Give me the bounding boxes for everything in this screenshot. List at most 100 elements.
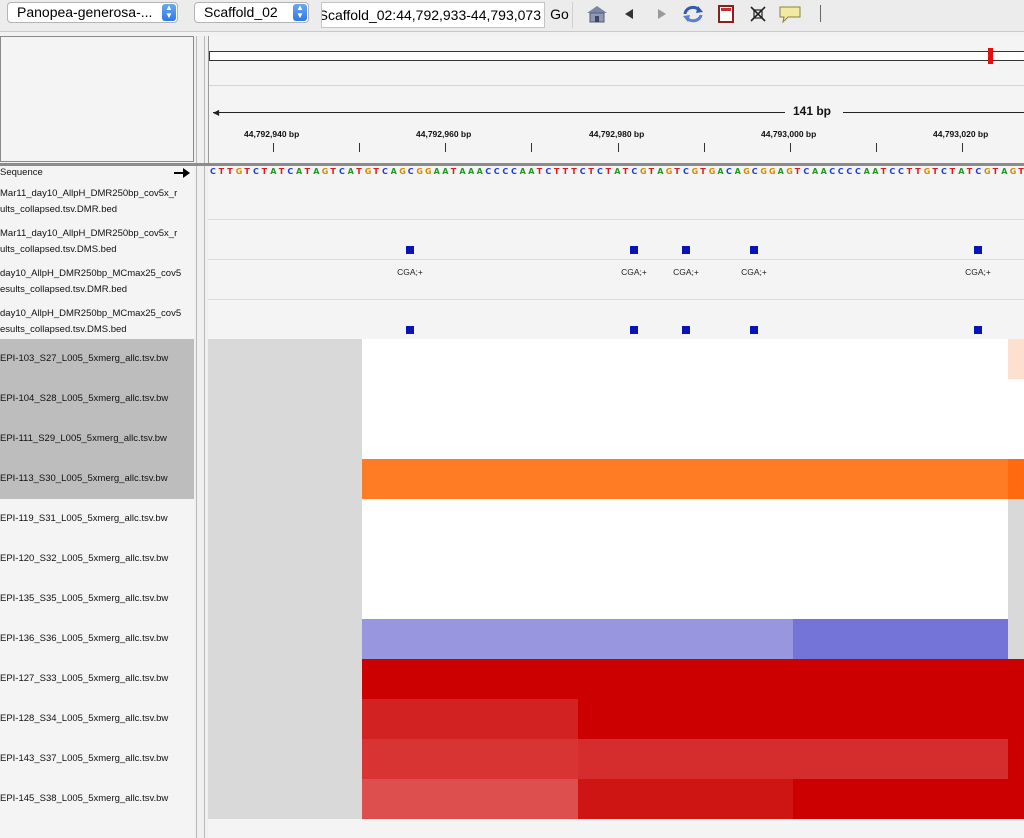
- feature-track-label[interactable]: day10_AllpH_DMR250bp_MCmax25_cov5 esults_…: [0, 266, 194, 298]
- heatmap-cell[interactable]: [578, 779, 793, 819]
- sequence-base: A: [468, 167, 475, 176]
- heatmap-cell[interactable]: [1008, 459, 1024, 499]
- current-region-marker[interactable]: [988, 48, 993, 64]
- heatmap-cell[interactable]: [1008, 619, 1024, 659]
- heatmap-cell[interactable]: [578, 619, 793, 659]
- heatmap-cell[interactable]: [578, 379, 793, 419]
- heatmap-cell[interactable]: [1008, 739, 1024, 779]
- heatmap-cell[interactable]: [793, 539, 1008, 579]
- heatmap-cell[interactable]: [793, 459, 1008, 499]
- dms-feature[interactable]: [750, 246, 758, 254]
- heatmap-cell[interactable]: [362, 379, 578, 419]
- heatmap-cell[interactable]: [1008, 659, 1024, 699]
- bigwig-track-label[interactable]: EPI-120_S32_L005_5xmerg_allc.tsv.bw: [0, 553, 169, 564]
- ruler-tick: [445, 143, 446, 152]
- heatmap-cell[interactable]: [1008, 419, 1024, 459]
- dms-feature[interactable]: [630, 326, 638, 334]
- heatmap-cell[interactable]: [578, 579, 793, 619]
- go-button[interactable]: Go: [547, 2, 573, 28]
- heatmap-cell[interactable]: [578, 739, 793, 779]
- home-icon[interactable]: [585, 4, 609, 24]
- sequence-base: T: [356, 167, 362, 176]
- heatmap-cell[interactable]: [362, 739, 578, 779]
- heatmap-cell[interactable]: [793, 699, 1008, 739]
- heatmap-cell[interactable]: [1008, 379, 1024, 419]
- panel-divider[interactable]: [204, 36, 205, 838]
- heatmap-cell[interactable]: [362, 499, 578, 539]
- select-region-icon[interactable]: [748, 4, 768, 24]
- bigwig-track-label[interactable]: EPI-136_S36_L005_5xmerg_allc.tsv.bw: [0, 633, 169, 644]
- bigwig-track-label[interactable]: EPI-119_S31_L005_5xmerg_allc.tsv.bw: [0, 513, 168, 524]
- heatmap-cell[interactable]: [362, 779, 578, 819]
- heatmap-cell[interactable]: [362, 419, 578, 459]
- bigwig-track-label[interactable]: EPI-103_S27_L005_5xmerg_allc.tsv.bw: [0, 339, 194, 379]
- heatmap-cell[interactable]: [578, 499, 793, 539]
- heatmap-cell[interactable]: [1008, 339, 1024, 379]
- heatmap-cell[interactable]: [1008, 779, 1024, 819]
- genome-dropdown[interactable]: Panopea-generosa-... ▲ ▼: [7, 2, 178, 23]
- feature-track-label[interactable]: Mar11_day10_AllpH_DMR250bp_cov5x_r ults_c…: [0, 186, 194, 218]
- heatmap-cell[interactable]: [793, 499, 1008, 539]
- heatmap-cell[interactable]: [1008, 699, 1024, 739]
- bigwig-track-label[interactable]: EPI-111_S29_L005_5xmerg_allc.tsv.bw: [0, 419, 194, 459]
- bigwig-track-label[interactable]: EPI-143_S37_L005_5xmerg_allc.tsv.bw: [0, 753, 169, 764]
- sequence-base: C: [485, 167, 492, 176]
- heatmap-cell[interactable]: [362, 659, 578, 699]
- back-arrow-icon[interactable]: [622, 4, 636, 24]
- dms-feature[interactable]: [682, 326, 690, 334]
- dms-feature[interactable]: [974, 246, 982, 254]
- strand-arrow-icon[interactable]: [174, 168, 190, 178]
- heatmap-nodata-cell: [208, 699, 362, 739]
- forward-arrow-icon[interactable]: [655, 4, 669, 24]
- panel-divider-horizontal[interactable]: [0, 163, 1024, 166]
- heatmap-cell[interactable]: [578, 699, 793, 739]
- locus-input[interactable]: Scaffold_02:44,792,933-44,793,073: [321, 2, 545, 28]
- dms-feature[interactable]: [750, 326, 758, 334]
- heatmap-cell[interactable]: [578, 539, 793, 579]
- heatmap-cell[interactable]: [1008, 579, 1024, 619]
- heatmap-cell[interactable]: [578, 419, 793, 459]
- feature-track-label[interactable]: day10_AllpH_DMR250bp_MCmax25_cov5 esults_…: [0, 306, 194, 338]
- heatmap-cell[interactable]: [362, 579, 578, 619]
- heatmap-cell[interactable]: [1008, 539, 1024, 579]
- ruler-tick-label: 44,792,980 bp: [589, 129, 645, 139]
- dms-feature[interactable]: [974, 326, 982, 334]
- popup-info-icon[interactable]: [778, 4, 802, 24]
- dms-feature[interactable]: [406, 246, 414, 254]
- heatmap-cell[interactable]: [793, 619, 1008, 659]
- heatmap-cell[interactable]: [362, 699, 578, 739]
- dms-feature[interactable]: [682, 246, 690, 254]
- dms-feature[interactable]: [406, 326, 414, 334]
- heatmap-cell[interactable]: [793, 339, 1008, 379]
- heatmap-cell[interactable]: [793, 659, 1008, 699]
- heatmap-cell[interactable]: [362, 339, 578, 379]
- heatmap-cell[interactable]: [793, 379, 1008, 419]
- dms-feature[interactable]: [630, 246, 638, 254]
- heatmap-cell[interactable]: [578, 339, 793, 379]
- bigwig-track-label[interactable]: EPI-113_S30_L005_5xmerg_allc.tsv.bw: [0, 459, 194, 499]
- heatmap-cell[interactable]: [793, 739, 1008, 779]
- bigwig-track-label[interactable]: EPI-135_S35_L005_5xmerg_allc.tsv.bw: [0, 593, 169, 604]
- heatmap-cell[interactable]: [362, 539, 578, 579]
- heatmap-cell[interactable]: [793, 779, 1008, 819]
- panel-divider[interactable]: [196, 36, 197, 838]
- sequence-track-label[interactable]: Sequence: [0, 167, 194, 179]
- heatmap-cell[interactable]: [578, 459, 793, 499]
- heatmap-cell[interactable]: [1008, 499, 1024, 539]
- heatmap-cell[interactable]: [793, 419, 1008, 459]
- bigwig-track-label[interactable]: EPI-127_S33_L005_5xmerg_allc.tsv.bw: [0, 673, 169, 684]
- bigwig-track-label[interactable]: EPI-104_S28_L005_5xmerg_allc.tsv.bw: [0, 379, 194, 419]
- heatmap-cell[interactable]: [362, 459, 578, 499]
- sequence-base: T: [373, 167, 379, 176]
- heatmap-cell[interactable]: [362, 619, 578, 659]
- chromosome-ideogram[interactable]: [209, 51, 1024, 61]
- heatmap-cell[interactable]: [793, 579, 1008, 619]
- bigwig-track-label[interactable]: EPI-145_S38_L005_5xmerg_allc.tsv.bw: [0, 793, 169, 804]
- bigwig-track-label[interactable]: EPI-128_S34_L005_5xmerg_allc.tsv.bw: [0, 713, 169, 724]
- refresh-icon[interactable]: [681, 4, 705, 24]
- resize-panel-icon[interactable]: [717, 4, 735, 24]
- heatmap-cell[interactable]: [578, 659, 793, 699]
- chromosome-dropdown[interactable]: Scaffold_02 ▲ ▼: [194, 2, 309, 23]
- feature-track-label[interactable]: Mar11_day10_AllpH_DMR250bp_cov5x_r ults_c…: [0, 226, 194, 258]
- feature-track-label-line: day10_AllpH_DMR250bp_MCmax25_cov5: [0, 308, 182, 319]
